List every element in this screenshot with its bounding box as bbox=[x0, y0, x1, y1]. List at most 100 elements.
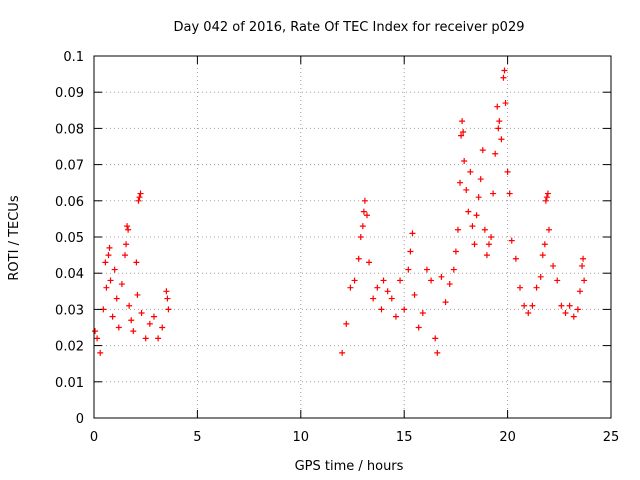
data-point bbox=[504, 168, 511, 175]
data-point bbox=[419, 310, 426, 317]
data-point bbox=[397, 277, 404, 284]
data-point bbox=[407, 248, 414, 255]
axis-ticks: 0 5 10 15 20 25 0 0.01 0.02 0.03 0.04 0.05 0.06 0.07 0… bbox=[55, 50, 619, 445]
x-tick-label: 0 bbox=[90, 430, 98, 445]
data-point bbox=[113, 295, 120, 302]
data-point bbox=[103, 284, 110, 291]
data-point bbox=[495, 125, 502, 132]
data-point bbox=[463, 186, 470, 193]
data-point bbox=[481, 226, 488, 233]
data-point bbox=[133, 259, 140, 266]
data-point bbox=[580, 255, 587, 262]
data-point bbox=[146, 320, 153, 327]
data-point bbox=[566, 302, 573, 309]
data-point bbox=[126, 302, 133, 309]
data-point bbox=[355, 255, 362, 262]
y-tick-label: 0.06 bbox=[55, 195, 84, 210]
data-point bbox=[471, 241, 478, 248]
data-point bbox=[105, 252, 112, 259]
data-point bbox=[128, 317, 135, 324]
y-tick-label: 0.08 bbox=[55, 122, 84, 137]
data-point bbox=[461, 157, 468, 164]
data-point bbox=[388, 295, 395, 302]
data-point bbox=[124, 223, 131, 230]
data-point bbox=[374, 284, 381, 291]
y-tick-label: 0.03 bbox=[55, 303, 84, 318]
data-point bbox=[122, 252, 129, 259]
data-point bbox=[370, 295, 377, 302]
data-point bbox=[508, 237, 515, 244]
x-tick-label: 15 bbox=[396, 430, 413, 445]
data-point bbox=[137, 190, 144, 197]
data-point bbox=[446, 281, 453, 288]
data-point bbox=[339, 349, 346, 356]
x-tick-label: 5 bbox=[193, 430, 201, 445]
data-point bbox=[465, 208, 472, 215]
y-tick-label: 0.04 bbox=[55, 267, 84, 282]
data-point bbox=[164, 295, 171, 302]
y-tick-label: 0.05 bbox=[55, 231, 84, 246]
data-point bbox=[457, 179, 464, 186]
data-point bbox=[343, 320, 350, 327]
data-point bbox=[498, 136, 505, 143]
data-point bbox=[492, 150, 499, 157]
data-point bbox=[392, 313, 399, 320]
data-point bbox=[378, 306, 385, 313]
data-point bbox=[159, 324, 166, 331]
data-point bbox=[405, 266, 412, 273]
data-point bbox=[512, 255, 519, 262]
data-point bbox=[554, 277, 561, 284]
data-point bbox=[125, 226, 132, 233]
data-point bbox=[542, 197, 549, 204]
data-point bbox=[494, 103, 501, 110]
data-point bbox=[545, 226, 552, 233]
data-point bbox=[570, 313, 577, 320]
data-point bbox=[454, 226, 461, 233]
data-point bbox=[581, 277, 588, 284]
data-point bbox=[111, 266, 118, 273]
data-point bbox=[579, 262, 586, 269]
data-point bbox=[165, 306, 172, 313]
x-tick-label: 25 bbox=[603, 430, 620, 445]
data-point bbox=[432, 335, 439, 342]
data-point bbox=[517, 284, 524, 291]
y-tick-label: 0.02 bbox=[55, 340, 84, 355]
data-point bbox=[490, 190, 497, 197]
data-point bbox=[452, 248, 459, 255]
data-point bbox=[92, 328, 99, 335]
data-point bbox=[106, 244, 113, 251]
data-point bbox=[558, 302, 565, 309]
data-point bbox=[434, 349, 441, 356]
data-point bbox=[109, 313, 116, 320]
data-point bbox=[488, 234, 495, 240]
y-axis-label: ROTI / TECUs bbox=[7, 195, 22, 280]
y-tick-label: 0.01 bbox=[55, 376, 84, 391]
chart-title: Day 042 of 2016, Rate Of TEC Index for r… bbox=[174, 20, 525, 35]
data-point bbox=[347, 284, 354, 291]
data-point bbox=[384, 288, 391, 295]
data-point bbox=[359, 223, 366, 230]
data-point bbox=[541, 241, 548, 248]
data-point bbox=[450, 266, 457, 273]
data-point bbox=[351, 277, 358, 284]
data-point bbox=[155, 335, 162, 342]
y-tick-label: 0.09 bbox=[55, 86, 84, 101]
data-point bbox=[525, 310, 532, 317]
data-points bbox=[92, 67, 588, 356]
data-point bbox=[473, 212, 480, 219]
data-point bbox=[483, 252, 490, 259]
data-point bbox=[479, 147, 486, 154]
data-point bbox=[411, 291, 418, 298]
data-point bbox=[576, 288, 583, 295]
data-point bbox=[123, 241, 130, 248]
x-tick-label: 10 bbox=[293, 430, 310, 445]
data-point bbox=[544, 190, 551, 197]
data-point bbox=[107, 277, 114, 284]
data-point bbox=[97, 349, 104, 356]
data-point bbox=[138, 310, 145, 317]
y-tick-label: 0 bbox=[76, 412, 84, 427]
data-point bbox=[94, 335, 101, 342]
data-point bbox=[361, 197, 368, 204]
data-point bbox=[539, 252, 546, 259]
